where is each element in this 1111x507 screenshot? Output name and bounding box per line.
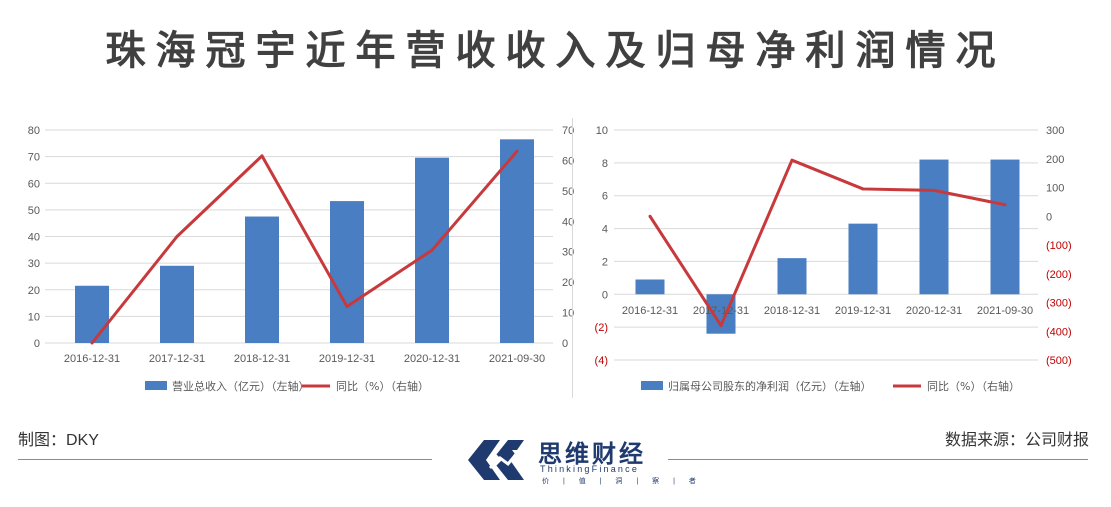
left-axis-tick-label: 70 — [28, 152, 40, 164]
right-axis-tick-label: 0 — [1046, 211, 1052, 223]
bar-2017-12-31 — [160, 265, 194, 343]
bar-2021-09-30 — [500, 139, 534, 343]
right-axis-tick-label: 70 — [562, 125, 574, 137]
category-label: 2021-09-30 — [489, 353, 545, 365]
footer-rule-right — [668, 459, 1088, 460]
yoy-point — [719, 324, 723, 327]
legend-bar-label: 归属母公司股东的净利润（亿元）（左轴） — [668, 379, 872, 393]
legend-bar-swatch — [641, 381, 663, 390]
right-axis-tick-label: (400) — [1046, 326, 1072, 338]
yoy-point — [515, 149, 519, 153]
right-axis-tick-label: 40 — [562, 216, 574, 228]
yoy-point — [1003, 203, 1007, 207]
legend-line-label: 同比（%）（右轴） — [927, 379, 1020, 393]
bar-2019-12-31 — [848, 223, 878, 295]
footer-rule-left — [18, 459, 432, 460]
left-axis-tick-label: 0 — [34, 338, 40, 350]
category-label: 2021-09-30 — [977, 305, 1033, 317]
left-axis-tick-label: 4 — [602, 224, 608, 236]
left-axis-tick-label: 10 — [28, 311, 40, 323]
right-axis-tick-label: 20 — [562, 277, 574, 289]
right-axis-tick-label: (300) — [1046, 298, 1072, 310]
bar-2021-09-30 — [990, 159, 1020, 295]
category-label: 2017-12-31 — [693, 305, 749, 317]
right-axis-tick-label: 10 — [562, 308, 574, 320]
left-axis-tick-label: (4) — [595, 355, 608, 367]
brand-name-en: ThinkingFinance — [540, 464, 640, 474]
yoy-point — [175, 235, 179, 238]
yoy-point — [790, 158, 794, 162]
right-axis-tick-label: 100 — [1046, 183, 1064, 195]
left-axis-tick-label: 20 — [28, 285, 40, 297]
bar-2016-12-31 — [75, 285, 109, 343]
yoy-point — [260, 154, 264, 158]
yoy-point — [345, 304, 349, 308]
left-axis-tick-label: 2 — [602, 256, 608, 268]
bar-2016-12-31 — [635, 279, 665, 295]
legend-bar-label: 营业总收入（亿元）（左轴） — [172, 379, 310, 393]
bar-2019-12-31 — [330, 201, 364, 343]
yoy-line-series — [90, 150, 519, 344]
category-label: 2020-12-31 — [906, 305, 962, 317]
right-axis-tick-label: 60 — [562, 155, 574, 167]
category-label: 2019-12-31 — [835, 305, 891, 317]
category-label: 2016-12-31 — [622, 305, 678, 317]
left-axis-tick-label: 10 — [596, 125, 608, 137]
left-axis-tick-label: 0 — [602, 289, 608, 301]
bar-2020-12-31 — [919, 159, 949, 295]
brand-logo: 思维财经 ThinkingFinance 价 | 值 | 洞 | 察 | 者 — [462, 430, 696, 496]
brand-mark-icon — [468, 440, 524, 480]
legend-bar-swatch — [145, 381, 167, 390]
category-label: 2019-12-31 — [319, 353, 375, 365]
right-axis-tick-label: 30 — [562, 247, 574, 259]
left-axis-tick-label: 80 — [28, 125, 40, 137]
brand-slogan: 价 | 值 | 洞 | 察 | 者 — [542, 478, 702, 485]
left-axis-tick-label: 60 — [28, 178, 40, 190]
maker-credit: 制图：DKY — [18, 432, 99, 449]
right-axis-tick-label: (100) — [1046, 240, 1072, 252]
yoy-point — [861, 187, 865, 191]
data-source: 数据来源：公司财报 — [944, 432, 1089, 449]
left-axis-tick-label: 8 — [602, 158, 608, 170]
category-label: 2018-12-31 — [234, 353, 290, 365]
yoy-point — [648, 214, 652, 218]
right-axis-tick-label: 50 — [562, 186, 574, 198]
category-label: 2020-12-31 — [404, 353, 460, 365]
bar-2018-12-31 — [777, 258, 807, 295]
category-label: 2016-12-31 — [64, 353, 120, 365]
bar-2018-12-31 — [245, 216, 279, 343]
chart-divider — [572, 118, 573, 398]
yoy-line-series — [648, 158, 1006, 327]
yoy-point — [430, 248, 434, 252]
legend-line-label: 同比（%）（右轴） — [336, 379, 429, 393]
right-axis-tick-label: 200 — [1046, 154, 1064, 166]
brand-name-cn: 思维财经 — [538, 440, 646, 468]
left-axis-tick-label: 50 — [28, 205, 40, 217]
yoy-point — [932, 188, 936, 192]
right-axis-tick-label: 300 — [1046, 125, 1064, 137]
right-axis-tick-label: (500) — [1046, 355, 1072, 367]
yoy-point — [90, 341, 94, 345]
left-axis-tick-label: 6 — [602, 191, 608, 203]
category-label: 2018-12-31 — [764, 305, 820, 317]
left-axis-tick-label: 30 — [28, 258, 40, 270]
left-axis-tick-label: (2) — [595, 322, 608, 334]
page-title: 珠海冠宇近年营收收入及归母净利润情况 — [105, 28, 1006, 74]
right-axis-tick-label: (200) — [1046, 269, 1072, 281]
right-axis-tick-label: 0 — [562, 338, 568, 350]
category-label: 2017-12-31 — [149, 353, 205, 365]
left-axis-tick-label: 40 — [28, 232, 40, 244]
